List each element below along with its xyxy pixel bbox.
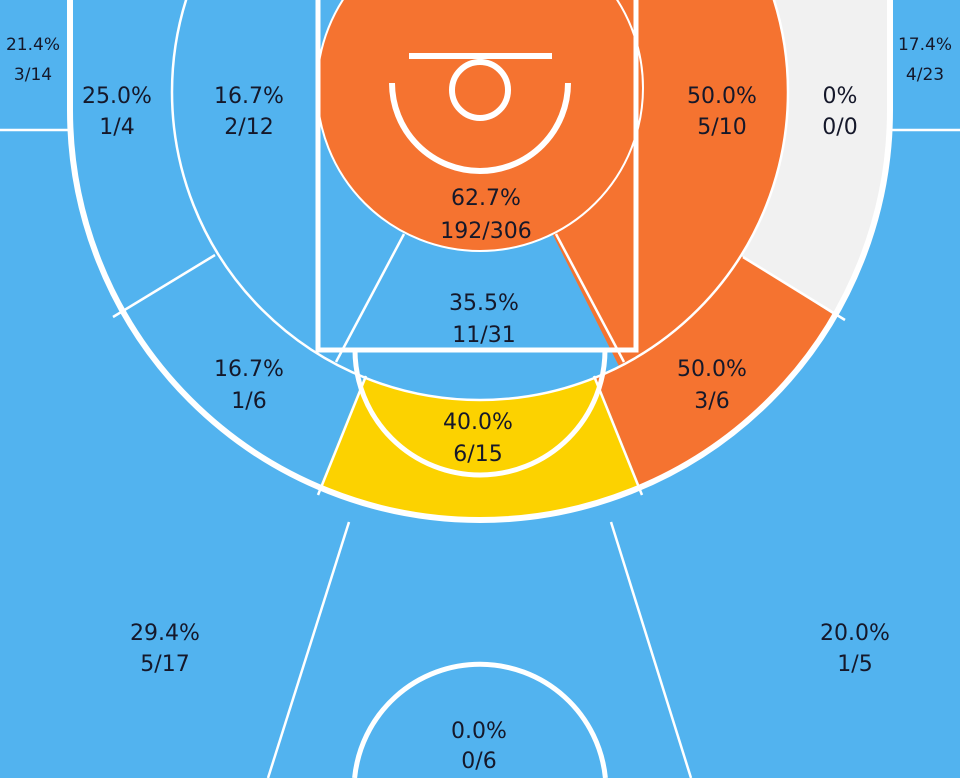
left-corner-three-shots: 3/14 [14, 65, 52, 85]
right-wing-long-mid-pct: 50.0% [677, 357, 747, 382]
top-key-three-pct: 0.0% [451, 719, 507, 744]
right-corner-three-shots: 4/23 [906, 65, 944, 85]
zone-divider [266, 521, 351, 778]
half-court-circle [352, 661, 608, 778]
center-long-mid-pct: 40.0% [443, 410, 513, 435]
zone-restricted-area [317, 0, 643, 251]
left-short-mid-shots: 2/12 [224, 115, 273, 140]
right-short-mid-shots: 5/10 [697, 115, 746, 140]
right-corner-three-pct: 17.4% [898, 35, 952, 55]
zone-divider [742, 255, 846, 322]
zone-divider [609, 521, 693, 778]
left-wing-long-mid-pct: 16.7% [214, 357, 284, 382]
zone-divider [316, 375, 368, 496]
top-key-three-shots: 0/6 [461, 749, 496, 774]
zone-divider [592, 375, 644, 496]
right-wing-three-pct: 20.0% [820, 621, 890, 646]
left-wing-long-mid-shots: 1/6 [231, 389, 266, 414]
zone-divider [554, 233, 626, 363]
left-short-mid-pct: 16.7% [214, 84, 284, 109]
right-short-mid-pct: 50.0% [687, 84, 757, 109]
right-wing-three-shots: 1/5 [837, 652, 872, 677]
left-baseline-long-mid-pct: 25.0% [82, 84, 152, 109]
center-short-mid-shots: 11/31 [452, 323, 515, 348]
zone-divider [112, 253, 216, 319]
paint-lane [315, 0, 639, 353]
right-baseline-long-mid-shots: 0/0 [822, 115, 857, 140]
restricted-area-pct: 62.7% [451, 186, 521, 211]
left-wing-three-pct: 29.4% [130, 621, 200, 646]
left-baseline-long-mid-shots: 1/4 [99, 115, 134, 140]
right-baseline-long-mid-pct: 0% [823, 84, 858, 109]
center-long-mid-shots: 6/15 [453, 442, 502, 467]
free-throw-circle [352, 349, 608, 478]
left-corner-three-pct: 21.4% [6, 35, 60, 55]
center-short-mid-pct: 35.5% [449, 291, 519, 316]
rim [449, 59, 511, 121]
right-wing-long-mid-shots: 3/6 [694, 389, 729, 414]
three-point-line [67, 0, 893, 523]
short-mid-boundary-arc [170, 0, 790, 402]
restricted-area-shots: 192/306 [440, 219, 531, 244]
restricted-area-arc [389, 82, 571, 174]
left-wing-three-shots: 5/17 [140, 652, 189, 677]
zone-divider [334, 233, 406, 363]
